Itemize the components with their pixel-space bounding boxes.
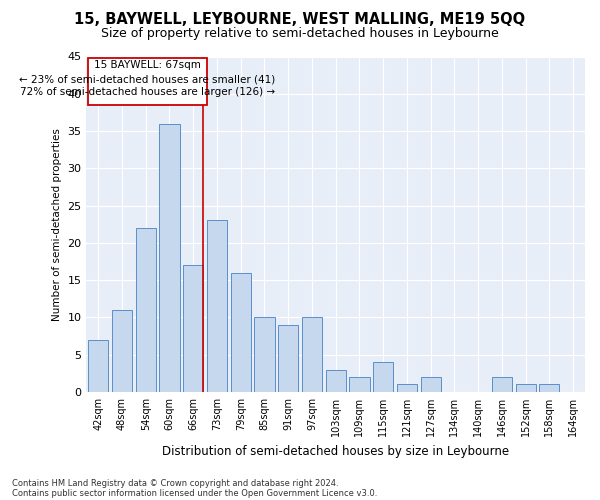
FancyBboxPatch shape [88, 58, 207, 105]
X-axis label: Distribution of semi-detached houses by size in Leybourne: Distribution of semi-detached houses by … [162, 444, 509, 458]
Text: Size of property relative to semi-detached houses in Leybourne: Size of property relative to semi-detach… [101, 28, 499, 40]
Bar [539, 384, 559, 392]
Bar [254, 318, 275, 392]
Text: Contains HM Land Registry data © Crown copyright and database right 2024.: Contains HM Land Registry data © Crown c… [12, 478, 338, 488]
Bar [397, 384, 417, 392]
Bar [373, 362, 393, 392]
Text: 72% of semi-detached houses are larger (126) →: 72% of semi-detached houses are larger (… [20, 87, 275, 97]
Bar [421, 377, 441, 392]
Bar [515, 384, 536, 392]
Text: 15, BAYWELL, LEYBOURNE, WEST MALLING, ME19 5QQ: 15, BAYWELL, LEYBOURNE, WEST MALLING, ME… [74, 12, 526, 28]
Bar [112, 310, 132, 392]
Bar [302, 318, 322, 392]
Bar [183, 265, 203, 392]
Bar [88, 340, 109, 392]
Bar [207, 220, 227, 392]
Bar [278, 325, 298, 392]
Y-axis label: Number of semi-detached properties: Number of semi-detached properties [52, 128, 62, 320]
Bar [160, 124, 179, 392]
Text: 15 BAYWELL: 67sqm: 15 BAYWELL: 67sqm [94, 60, 200, 70]
Bar [136, 228, 156, 392]
Bar [349, 377, 370, 392]
Text: ← 23% of semi-detached houses are smaller (41): ← 23% of semi-detached houses are smalle… [19, 74, 275, 85]
Text: Contains public sector information licensed under the Open Government Licence v3: Contains public sector information licen… [12, 488, 377, 498]
Bar [492, 377, 512, 392]
Bar [326, 370, 346, 392]
Bar [230, 272, 251, 392]
